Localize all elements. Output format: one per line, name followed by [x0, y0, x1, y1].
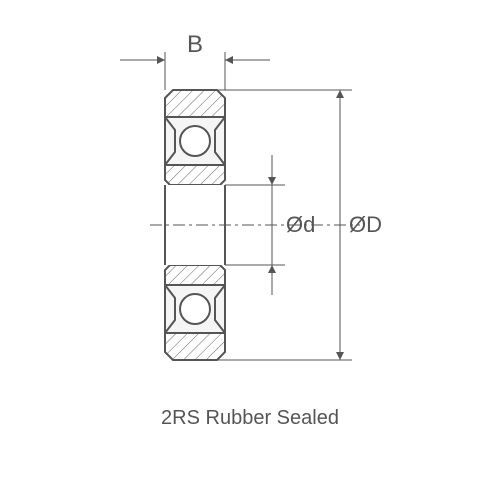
diagram-container: B Ød ØD 2RS Rubber Sealed: [0, 0, 500, 500]
ball-top: [180, 126, 210, 156]
diagram-caption: 2RS Rubber Sealed: [0, 407, 500, 430]
label-D: ØD: [349, 212, 382, 237]
ball-bottom: [180, 294, 210, 324]
label-B: B: [187, 31, 203, 58]
outer-race-top: [165, 90, 225, 117]
inner-race-bottom: [165, 265, 225, 285]
label-d: Ød: [286, 212, 315, 237]
outer-race-bottom: [165, 333, 225, 360]
inner-race-top: [165, 165, 225, 185]
